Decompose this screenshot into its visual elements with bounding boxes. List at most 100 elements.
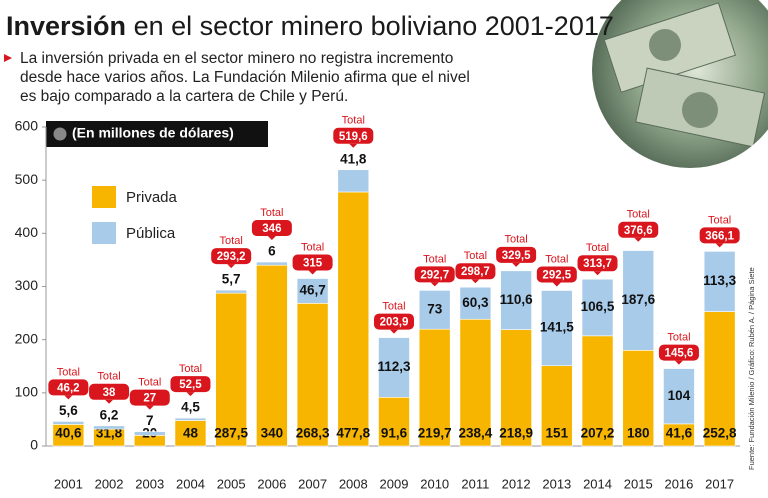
total-label: 376,6 (624, 225, 653, 237)
value-label: 106,5 (581, 299, 615, 314)
total-tag-pointer (308, 270, 317, 275)
total-tag (170, 376, 211, 393)
total-tag-pointer (186, 392, 195, 397)
total-tag (414, 266, 455, 283)
bar-segment (541, 290, 573, 367)
x-tick-label: 2014 (583, 476, 612, 491)
x-tick-label: 2016 (664, 476, 693, 491)
value-label: 340 (261, 426, 284, 441)
total-tag (577, 255, 618, 272)
total-tag-pointer (390, 329, 398, 334)
bar-segment (296, 303, 329, 447)
value-label: 5,7 (222, 272, 241, 287)
y-tick-label: 600 (15, 118, 39, 134)
x-tick-label: 2013 (542, 476, 571, 491)
total-tag (618, 221, 659, 238)
bar-segment (378, 396, 410, 447)
total-label: 366,1 (705, 230, 734, 242)
x-tick-label: 2010 (420, 476, 449, 491)
total-label: 292,7 (420, 269, 449, 281)
total-word: Total (179, 363, 202, 375)
x-tick-label: 2002 (95, 476, 124, 491)
value-label: 187,6 (621, 292, 655, 307)
total-label: 38 (103, 387, 116, 399)
total-tag-pointer (267, 236, 276, 241)
x-tick-label: 2001 (54, 476, 83, 491)
photo-ring (588, 0, 768, 172)
total-word: Total (382, 300, 405, 312)
total-word: Total (260, 207, 283, 219)
bar-segment (459, 286, 492, 320)
x-tick-label: 2008 (339, 476, 368, 491)
bar-segment (703, 251, 736, 312)
bar-segment (337, 169, 370, 193)
value-label: 41,6 (666, 426, 693, 441)
subtitle-line: es bajo comparado a la cartera de Chile … (20, 88, 348, 105)
total-word: Total (464, 250, 487, 262)
total-word: Total (342, 115, 365, 127)
total-label: 52,5 (179, 379, 202, 391)
value-label: 40,6 (55, 426, 82, 441)
total-label: 46,2 (57, 382, 79, 394)
value-label: 4,5 (181, 400, 200, 415)
y-tick-label: 500 (15, 171, 39, 187)
x-tick-label: 2009 (380, 476, 409, 491)
total-tag-pointer (227, 264, 236, 269)
legend-box (80, 172, 188, 258)
value-label: 112,3 (377, 359, 411, 374)
bar-segment (581, 335, 614, 447)
bar-segment (622, 250, 655, 351)
total-tag (536, 266, 577, 283)
unit-box (46, 121, 268, 147)
total-word: Total (97, 371, 120, 383)
total-label: 315 (303, 258, 323, 270)
value-label: 41,8 (340, 151, 367, 166)
value-label: 6,2 (100, 407, 119, 422)
value-label: 180 (627, 426, 650, 441)
value-label: 207,2 (581, 426, 615, 441)
total-tag (455, 263, 496, 280)
total-word: Total (708, 214, 731, 226)
legend-swatch (92, 186, 116, 208)
total-tag-pointer (593, 271, 602, 276)
x-tick-label: 2012 (502, 476, 531, 491)
y-tick-label: 400 (15, 224, 39, 240)
total-word: Total (57, 366, 80, 378)
total-tag (333, 127, 374, 144)
total-label: 292,5 (542, 270, 571, 282)
total-label: 329,5 (502, 250, 531, 262)
value-label: 218,9 (499, 426, 533, 441)
y-tick-label: 300 (15, 277, 39, 293)
x-tick-label: 2006 (257, 476, 286, 491)
total-tag-pointer (471, 279, 480, 284)
total-label: 145,6 (665, 348, 694, 360)
total-tag-pointer (430, 282, 439, 287)
total-word: Total (504, 234, 527, 246)
total-tag-pointer (674, 360, 683, 365)
total-tag-pointer (512, 262, 521, 267)
value-label: 151 (546, 426, 569, 441)
bar-segment (52, 421, 85, 425)
value-label: 268,3 (296, 426, 330, 441)
y-tick-label: 200 (15, 330, 39, 346)
total-tag (211, 248, 252, 265)
bar-segment (418, 290, 451, 330)
bar-segment (256, 261, 288, 266)
total-word: Total (220, 235, 243, 247)
total-word: Total (667, 331, 690, 343)
bar-segment (500, 270, 532, 330)
money-photo (590, 0, 768, 170)
bar-segment (133, 431, 166, 436)
value-label: 141,5 (540, 320, 574, 335)
total-tag (292, 254, 333, 271)
bar-segment (663, 368, 695, 425)
total-tag-pointer (105, 399, 114, 404)
value-label: 7 (146, 413, 154, 428)
total-label: 293,2 (217, 251, 246, 263)
total-tag (48, 379, 89, 396)
total-tag (251, 220, 292, 237)
value-label: 287,5 (214, 426, 248, 441)
bullet (4, 54, 12, 62)
unit-note: (En millones de dólares) (72, 125, 234, 141)
chart-title: Inversión en el sector minero boliviano … (6, 11, 614, 41)
